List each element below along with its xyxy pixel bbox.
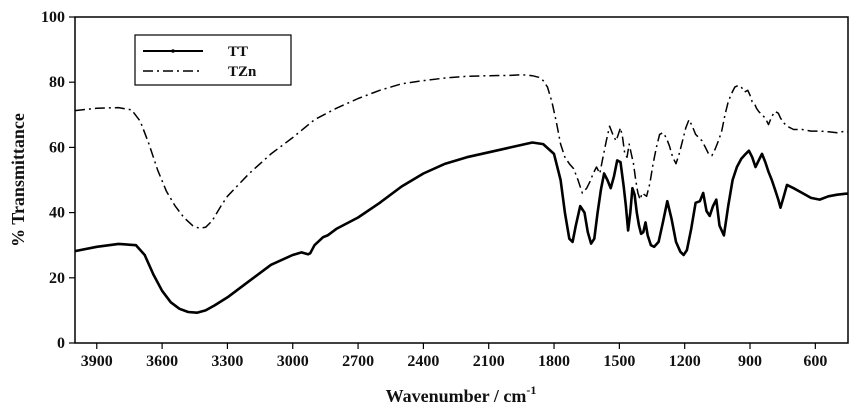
legend-label-tt: TT xyxy=(228,44,248,60)
y-tick-label: 100 xyxy=(41,9,65,26)
legend-box xyxy=(134,34,292,86)
x-tick-label: 3600 xyxy=(146,353,178,370)
series-lines xyxy=(74,73,849,315)
series-line-tzn xyxy=(74,73,849,229)
x-tick-label: 600 xyxy=(803,353,827,370)
x-tick-label: 900 xyxy=(738,353,762,370)
x-tick-label: 1500 xyxy=(603,353,635,370)
y-axis-title: % Transmittance xyxy=(8,113,28,247)
x-tick-label: 2400 xyxy=(407,353,439,370)
x-tick-label: 2100 xyxy=(473,353,505,370)
x-axis-title: Wavenumber / cm-1 xyxy=(386,383,537,406)
x-tick-label: 2700 xyxy=(342,353,374,370)
legend-label-tzn: TZn xyxy=(228,64,257,80)
x-axis: 3900 3600 3300 3000 2700 2400 2100 1800 1500 1200… xyxy=(81,343,827,370)
x-tick-label: 3300 xyxy=(211,353,243,370)
legend-swatch-tt-marker xyxy=(171,49,175,53)
x-tick-label: 3000 xyxy=(277,353,309,370)
x-axis-title-superscript: -1 xyxy=(526,383,536,397)
series-line-tt xyxy=(74,141,848,315)
y-tick-label: 80 xyxy=(49,74,65,91)
x-tick-label: 1800 xyxy=(538,353,570,370)
plot-frame xyxy=(74,16,849,344)
legend: TT TZn xyxy=(134,34,292,86)
x-tick-label: 1200 xyxy=(669,353,701,370)
x-tick-label: 3900 xyxy=(81,353,113,370)
y-tick-label: 20 xyxy=(49,270,65,287)
x-axis-title-main: Wavenumber / cm xyxy=(386,386,527,406)
y-tick-label: 40 xyxy=(49,205,65,222)
y-tick-label: 60 xyxy=(49,139,65,156)
y-tick-label: 0 xyxy=(57,335,65,352)
y-axis: 0 20 40 60 80 100 xyxy=(41,9,75,352)
